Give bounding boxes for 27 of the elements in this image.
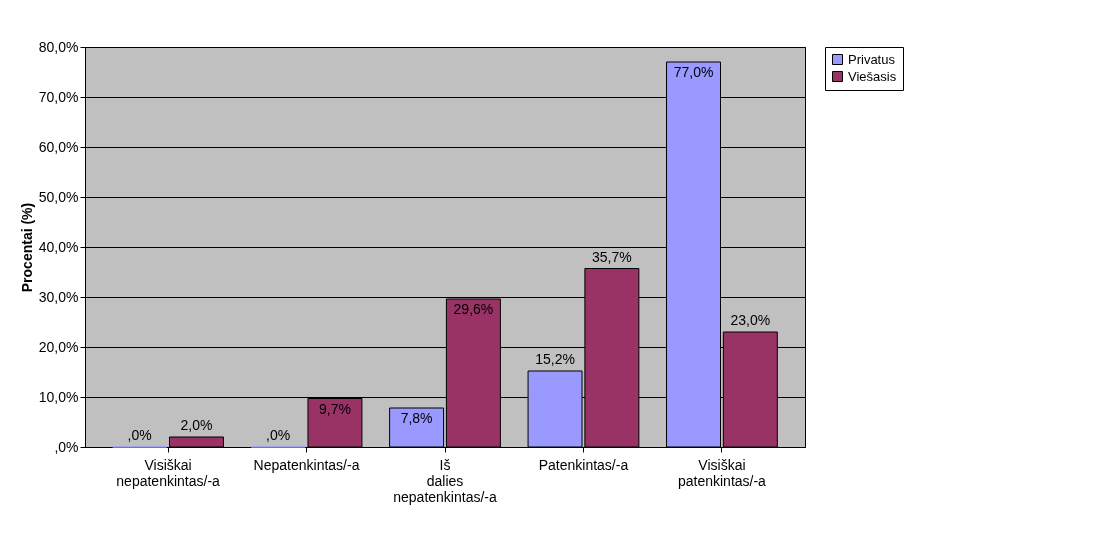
x-tick-label: Visiškai nepatenkintas/-a bbox=[116, 456, 221, 489]
y-tick-label: 60,0% bbox=[38, 138, 79, 155]
x-tick-label: Visiškai patenkintas/-a bbox=[677, 456, 767, 489]
y-tick-label: 80,0% bbox=[38, 38, 79, 55]
x-tick-label: Nepatenkintas/-a bbox=[253, 456, 360, 473]
data-label: ,0% bbox=[127, 427, 152, 443]
data-label: 35,7% bbox=[592, 248, 632, 265]
legend-label: Privatus bbox=[848, 51, 896, 67]
data-label: 15,2% bbox=[535, 351, 575, 367]
y-tick-label: 10,0% bbox=[38, 388, 79, 405]
legend-label: Viešasis bbox=[848, 68, 897, 84]
y-axis-title: Procentai (%) bbox=[18, 202, 35, 293]
data-label: 2,0% bbox=[180, 417, 213, 433]
data-label: 9,7% bbox=[318, 400, 351, 417]
data-label: 77,0% bbox=[673, 64, 714, 80]
x-tick-label: Iš dalies nepatenkintas/-a bbox=[393, 456, 497, 505]
data-label: 29,6% bbox=[453, 301, 494, 317]
y-tick-label: 40,0% bbox=[38, 238, 79, 255]
data-label: ,0% bbox=[266, 427, 291, 443]
y-tick-label: 70,0% bbox=[38, 88, 79, 105]
data-label: 23,0% bbox=[730, 312, 771, 328]
x-tick-label: Patenkintas/-a bbox=[538, 456, 629, 473]
y-tick-label: ,0% bbox=[54, 438, 79, 455]
y-tick-label: 30,0% bbox=[38, 288, 79, 305]
y-tick-label: 50,0% bbox=[38, 188, 79, 205]
y-tick-label: 20,0% bbox=[38, 338, 79, 355]
data-label: 7,8% bbox=[400, 410, 433, 426]
